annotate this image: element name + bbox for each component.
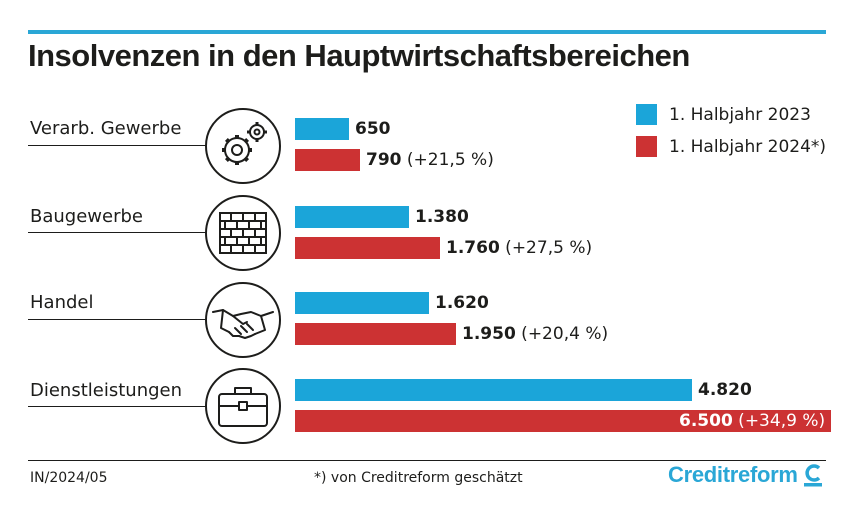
value-number: 650	[355, 119, 391, 139]
value-number: 790	[366, 150, 402, 170]
value-number: 4.820	[698, 380, 752, 400]
bar-2023	[295, 206, 409, 228]
briefcase-icon	[203, 366, 283, 446]
category-label: Dienstleistungen	[30, 380, 183, 401]
legend-item-2024: 1. Halbjahr 2024*)	[636, 136, 826, 157]
source-code: IN/2024/05	[30, 470, 108, 486]
category-rule	[28, 319, 210, 320]
value-label: 1.760 (+27,5 %)	[446, 237, 592, 259]
legend-label-2023: 1. Halbjahr 2023	[669, 104, 811, 125]
value-label: 1.620	[435, 292, 489, 314]
value-label: 1.950 (+20,4 %)	[462, 323, 608, 345]
value-number: 1.950	[462, 324, 516, 344]
value-label: 1.380	[415, 206, 469, 228]
value-label: 6.500 (+34,9 %)	[679, 410, 825, 432]
legend-item-2023: 1. Halbjahr 2023	[636, 104, 811, 125]
category-rule	[28, 232, 210, 233]
bar-2023	[295, 292, 429, 314]
category-label: Baugewerbe	[30, 206, 143, 227]
brand-mark-icon	[803, 464, 822, 487]
category-label: Handel	[30, 292, 94, 313]
brick-wall-icon	[203, 193, 283, 273]
gears-icon	[203, 106, 283, 186]
category-rule	[28, 406, 210, 407]
bar-2024	[295, 410, 831, 432]
top-accent-rule	[28, 30, 826, 34]
bar-2024	[295, 323, 456, 345]
change-label: (+21,5 %)	[401, 150, 494, 170]
change-label: (+20,4 %)	[515, 324, 609, 344]
chart-title: Insolvenzen in den Hauptwirtschaftsberei…	[28, 38, 690, 73]
change-label: (+34,9 %)	[732, 411, 826, 431]
brand-logo: Creditreform	[668, 462, 824, 488]
legend-swatch-2023	[636, 104, 657, 125]
brand-name: Creditreform	[668, 462, 798, 487]
value-label: 4.820	[698, 379, 752, 401]
value-number: 1.380	[415, 207, 469, 227]
bar-2023	[295, 379, 692, 401]
legend-label-2024: 1. Halbjahr 2024*)	[669, 136, 827, 157]
legend-swatch-2024	[636, 136, 657, 157]
footer-rule	[28, 460, 826, 461]
bar-2024	[295, 149, 360, 171]
change-label: (+27,5 %)	[499, 238, 593, 258]
footnote: *) von Creditreform geschätzt	[314, 470, 523, 486]
value-number: 6.500	[679, 411, 733, 431]
category-rule	[28, 145, 210, 146]
value-number: 1.620	[435, 293, 489, 313]
value-label: 650	[355, 118, 391, 140]
value-number: 1.760	[446, 238, 500, 258]
category-label: Verarb. Gewerbe	[30, 118, 182, 139]
handshake-icon	[203, 280, 283, 360]
value-label: 790 (+21,5 %)	[366, 149, 494, 171]
bar-2023	[295, 118, 349, 140]
bar-2024	[295, 237, 440, 259]
